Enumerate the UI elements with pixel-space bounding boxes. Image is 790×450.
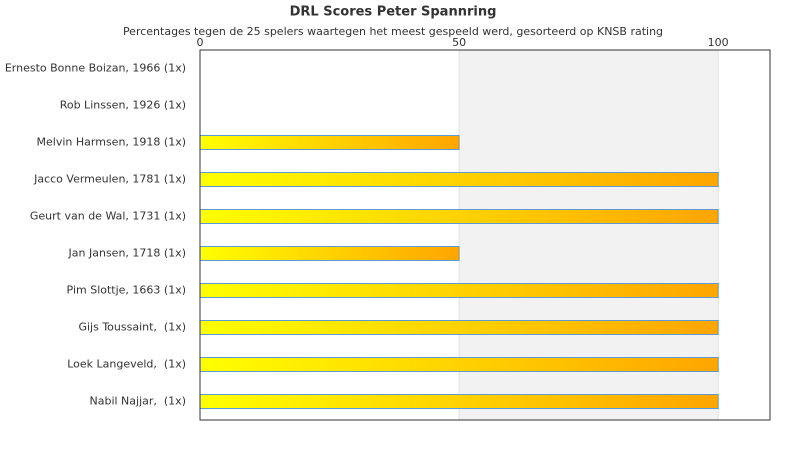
y-tick-label: Ernesto Bonne Boizan, 1966 (1x) xyxy=(5,62,186,75)
y-tick-label: Nabil Najjar, (1x) xyxy=(90,395,187,408)
x-tick-label: 100 xyxy=(708,36,729,49)
y-tick-label: Jacco Vermeulen, 1781 (1x) xyxy=(33,173,186,186)
bar xyxy=(199,357,719,372)
chart-subtitle: Percentages tegen de 25 spelers waartege… xyxy=(123,25,663,38)
bar xyxy=(199,320,719,335)
y-tick-label: Pim Slottje, 1663 (1x) xyxy=(67,284,186,297)
y-tick-label: Geurt van de Wal, 1731 (1x) xyxy=(30,210,186,223)
y-tick-label: Jan Jansen, 1718 (1x) xyxy=(68,247,186,260)
bar xyxy=(199,209,719,224)
bar xyxy=(199,135,460,150)
bar xyxy=(199,394,719,409)
bar xyxy=(199,246,460,261)
bar xyxy=(199,172,719,187)
x-tick-label: 50 xyxy=(452,36,466,49)
y-tick-label: Rob Linssen, 1926 (1x) xyxy=(60,99,186,112)
y-tick-label: Gijs Toussaint, (1x) xyxy=(78,321,186,334)
y-tick-label: Melvin Harmsen, 1918 (1x) xyxy=(37,136,186,149)
x-tick-label: 0 xyxy=(197,36,204,49)
bar xyxy=(199,283,719,298)
y-tick-label: Loek Langeveld, (1x) xyxy=(67,358,186,371)
chart-title: DRL Scores Peter Spannring xyxy=(290,5,497,20)
plot-border xyxy=(199,49,771,421)
